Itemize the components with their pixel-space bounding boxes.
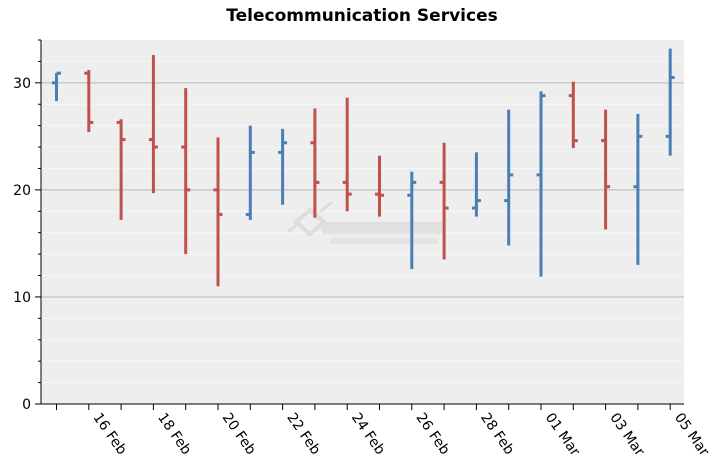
x-tick-label: 01 Mar bbox=[542, 410, 583, 459]
ohlc-bar bbox=[84, 69, 94, 133]
ohlc-bar bbox=[536, 91, 546, 277]
x-tick-label-group: 05 Mar bbox=[671, 410, 712, 459]
x-tick-label: 05 Mar bbox=[671, 410, 712, 459]
x-tick-label: 03 Mar bbox=[606, 410, 647, 459]
x-tick-label: 18 Feb bbox=[154, 410, 194, 458]
x-tick-label: 22 Feb bbox=[283, 410, 323, 458]
ohlc-bar bbox=[375, 155, 384, 217]
x-tick-label-group: 18 Feb bbox=[154, 410, 194, 458]
watermark-brand-bar bbox=[322, 222, 442, 234]
ohlc-bar bbox=[568, 81, 578, 149]
x-tick-label-group: 20 Feb bbox=[219, 410, 259, 458]
ohlc-bar bbox=[148, 54, 158, 194]
ohlc-bar bbox=[310, 108, 320, 218]
x-tick-label-group: 16 Feb bbox=[90, 410, 130, 458]
x-tick-label: 26 Feb bbox=[413, 410, 453, 458]
x-tick-label: 20 Feb bbox=[219, 410, 259, 458]
ohlc-bar bbox=[471, 152, 481, 217]
ohlc-bar bbox=[181, 88, 191, 255]
x-tick-label: 28 Feb bbox=[477, 410, 517, 458]
ohlc-bars bbox=[52, 48, 675, 287]
ohlc-bar bbox=[633, 113, 643, 265]
watermark-url-bar bbox=[330, 238, 438, 244]
x-tick-label-group: 28 Feb bbox=[477, 410, 517, 458]
grid-lines bbox=[41, 60, 684, 384]
y-tick-label: 20 bbox=[13, 183, 31, 199]
ohlc-bar bbox=[213, 137, 223, 287]
ohlc-bar bbox=[439, 142, 449, 260]
ohlc-bar bbox=[52, 71, 61, 102]
ohlc-bar bbox=[342, 97, 352, 212]
ohlc-bar bbox=[116, 119, 126, 220]
ohlc-bar bbox=[278, 128, 288, 205]
y-tick-label: 10 bbox=[13, 290, 31, 306]
x-tick-label-group: 22 Feb bbox=[283, 410, 323, 458]
y-tick-label: 30 bbox=[13, 76, 31, 92]
ohlc-bar bbox=[407, 171, 417, 270]
ohlc-bar bbox=[601, 109, 611, 230]
y-tick-label: 0 bbox=[22, 397, 31, 413]
x-tick-label-group: 01 Mar bbox=[542, 410, 583, 459]
ohlc-bar bbox=[665, 48, 675, 156]
chart-title: Telecommunication Services bbox=[226, 6, 497, 26]
watermark-emblem-stroke bbox=[287, 200, 333, 234]
x-tick-label: 16 Feb bbox=[90, 410, 130, 458]
ohlc-bar bbox=[245, 125, 255, 220]
x-tick-label: 24 Feb bbox=[348, 410, 388, 458]
x-tick-label-group: 26 Feb bbox=[413, 410, 453, 458]
ohlc-bar bbox=[504, 109, 514, 246]
x-tick-label-group: 24 Feb bbox=[348, 410, 388, 458]
x-tick-label-group: 03 Mar bbox=[606, 410, 647, 459]
